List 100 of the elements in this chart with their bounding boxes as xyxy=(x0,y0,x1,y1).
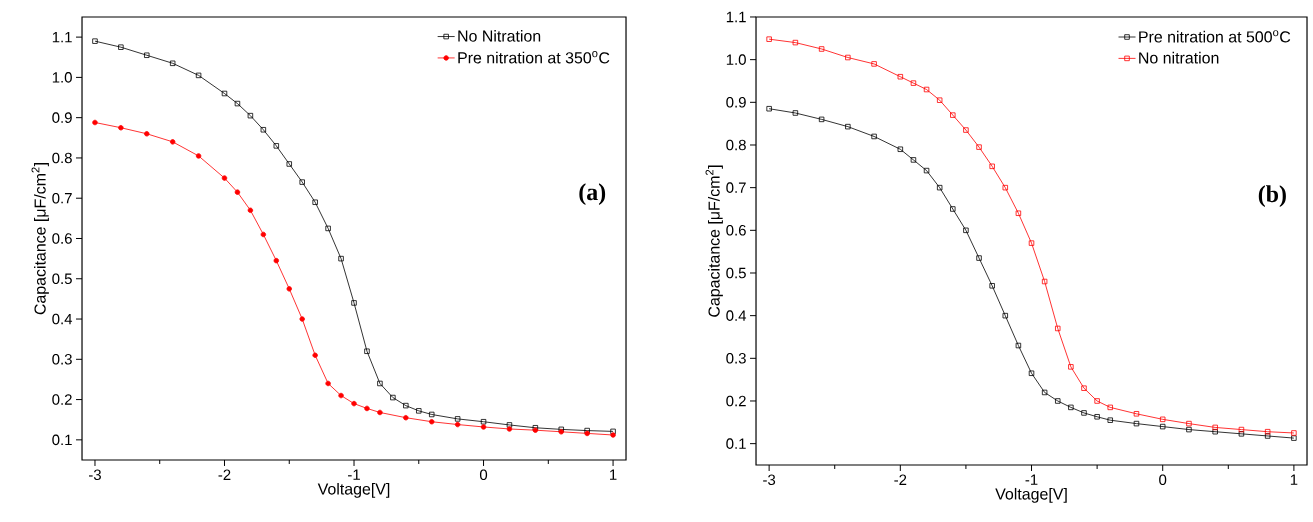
point xyxy=(610,432,616,438)
legend-label: Pre nitration at 350$^{o}$C xyxy=(458,51,610,64)
y-tick-label: 1.0 xyxy=(52,72,72,83)
point xyxy=(1238,426,1245,433)
x-tick-label: 1 xyxy=(1290,474,1298,485)
annotation: (b) xyxy=(1258,185,1286,208)
point xyxy=(910,157,917,163)
point xyxy=(1212,429,1218,435)
point xyxy=(989,163,995,170)
point xyxy=(195,153,202,159)
point xyxy=(351,400,357,407)
point xyxy=(1041,389,1048,396)
point xyxy=(377,380,383,387)
x-tick-label: 0 xyxy=(479,469,488,481)
point xyxy=(1068,404,1074,411)
point xyxy=(247,207,254,213)
point xyxy=(1081,385,1087,391)
point xyxy=(364,348,370,354)
point xyxy=(118,125,124,131)
point xyxy=(871,133,877,140)
point xyxy=(377,409,383,416)
legend-label: Pre nitration at 500$^{o}$C xyxy=(1139,30,1291,43)
point xyxy=(1186,426,1192,433)
x-tick-label: 0 xyxy=(1159,474,1167,486)
point xyxy=(1160,423,1166,430)
point xyxy=(976,144,982,150)
point xyxy=(169,60,176,66)
point xyxy=(480,419,487,425)
point xyxy=(338,255,344,262)
point xyxy=(792,110,799,116)
point xyxy=(766,36,772,42)
point xyxy=(403,415,409,421)
point xyxy=(1081,410,1087,416)
point xyxy=(312,199,318,205)
point xyxy=(144,52,150,58)
point xyxy=(1015,342,1022,349)
point xyxy=(792,39,799,46)
x-tick-label: -1 xyxy=(348,469,360,480)
point xyxy=(1002,184,1008,191)
point xyxy=(1041,278,1048,285)
point xyxy=(351,300,357,306)
point xyxy=(195,72,202,79)
y-tick-label: 0.3 xyxy=(52,354,72,365)
point xyxy=(1094,414,1100,420)
y-tick-label: 1.1 xyxy=(52,31,72,43)
y-tick-label: 0.5 xyxy=(726,267,746,279)
point xyxy=(818,46,825,52)
point xyxy=(169,139,176,145)
point xyxy=(273,257,279,264)
point xyxy=(1028,240,1035,246)
point xyxy=(845,54,851,61)
point xyxy=(976,255,982,261)
y-tick-label: 0.1 xyxy=(726,438,746,449)
y-tick-label: 0.2 xyxy=(52,394,72,405)
point xyxy=(910,80,917,86)
y-tick-label: 0.2 xyxy=(726,395,746,407)
y-tick-label: 0.8 xyxy=(52,152,72,164)
point xyxy=(506,422,513,428)
point xyxy=(260,231,267,238)
point xyxy=(936,97,943,103)
x-tick-label: -1 xyxy=(1025,474,1038,485)
point xyxy=(234,100,241,107)
point xyxy=(390,394,396,401)
point xyxy=(454,416,461,422)
point xyxy=(923,167,930,174)
point xyxy=(247,112,254,119)
annotation: (a) xyxy=(579,183,606,206)
point xyxy=(1028,370,1035,376)
point xyxy=(92,119,98,126)
point xyxy=(1186,420,1192,427)
point xyxy=(1055,398,1061,404)
point xyxy=(950,112,956,118)
point xyxy=(221,175,228,181)
point xyxy=(403,402,409,409)
point xyxy=(429,411,435,418)
point xyxy=(1291,430,1297,436)
y-tick-label: 0.9 xyxy=(726,97,746,108)
point xyxy=(118,44,124,50)
point xyxy=(221,90,228,97)
x-tick-label: -2 xyxy=(218,469,231,480)
point xyxy=(286,161,292,167)
y-tick-label: 0.6 xyxy=(726,225,746,236)
point xyxy=(416,408,422,414)
point xyxy=(260,127,267,133)
point xyxy=(963,127,969,133)
point xyxy=(480,424,487,430)
y-tick-label: 0.1 xyxy=(52,434,72,446)
point xyxy=(1015,210,1022,216)
x-tick-label: -2 xyxy=(894,474,907,485)
point xyxy=(234,189,241,195)
point xyxy=(429,419,435,425)
point xyxy=(1055,325,1061,332)
y-tick-label: 0.5 xyxy=(52,273,72,285)
point xyxy=(1160,416,1166,423)
y-tick-label: 1.1 xyxy=(726,11,746,23)
point xyxy=(950,206,956,212)
point xyxy=(1002,312,1008,319)
point xyxy=(1133,411,1140,417)
y-tick-label: 0.3 xyxy=(726,353,746,364)
y-tick-label: 0.9 xyxy=(52,112,72,123)
